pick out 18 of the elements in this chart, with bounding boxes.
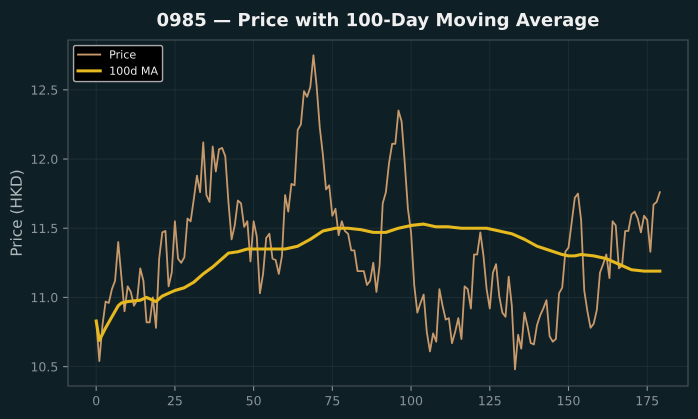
x-tick-label: 25	[168, 396, 182, 406]
legend-label: Price	[110, 50, 136, 59]
y-axis-title: Price (HKD)	[10, 170, 24, 256]
x-tick-label: 125	[479, 396, 501, 406]
legend-label: 100d MA	[110, 66, 158, 75]
y-tick-label: 11.5	[32, 224, 58, 234]
x-tick-label: 75	[325, 396, 340, 406]
line-series	[94, 222, 662, 342]
x-tick-label: 0	[93, 396, 100, 406]
x-tick-label: 150	[558, 396, 580, 406]
y-tick-label: 11.0	[32, 292, 58, 302]
y-tick-label: 10.5	[32, 362, 58, 372]
chart-title: 0985 — Price with 100-Day Moving Average	[157, 12, 599, 30]
x-tick-label: 100	[400, 396, 422, 406]
y-tick-label: 12.5	[32, 85, 58, 95]
x-tick-label: 50	[246, 396, 261, 406]
x-tick-label: 175	[636, 396, 658, 406]
y-tick-label: 12.0	[32, 154, 58, 164]
